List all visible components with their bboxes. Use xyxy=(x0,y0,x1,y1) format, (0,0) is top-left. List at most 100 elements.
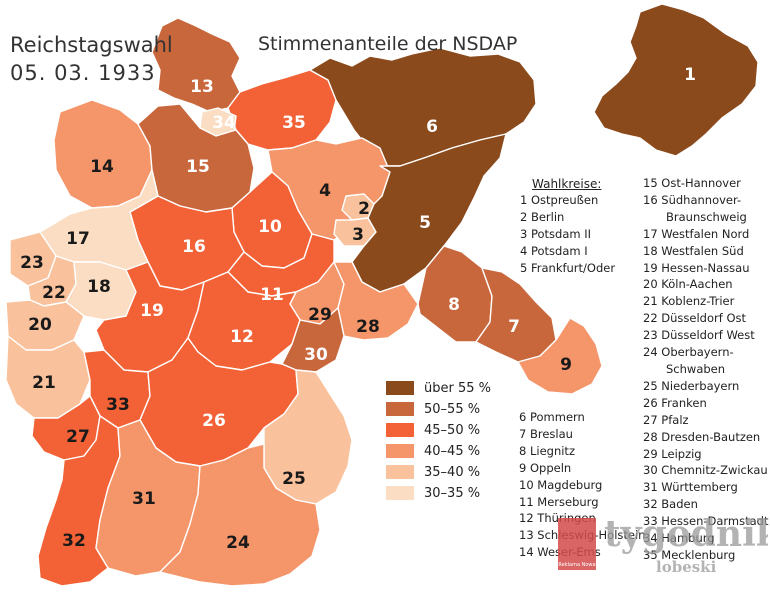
region-label-16: 16 xyxy=(182,237,206,257)
map-title: Reichstagswahl xyxy=(10,33,173,57)
region-label-10: 10 xyxy=(258,217,282,237)
wahlkreis-item: 16 Südhannover- xyxy=(643,192,742,207)
region-label-27: 27 xyxy=(66,427,90,447)
legend-swatch xyxy=(386,465,414,479)
legend-label: 50–55 % xyxy=(424,401,481,417)
region-label-20: 20 xyxy=(28,315,52,335)
wahlkreis-item: 5 Frankfurt/Oder xyxy=(520,260,616,275)
wahlkreis-item: 23 Düsseldorf West xyxy=(643,328,755,343)
wahlkreis-item: 1 Ostpreußen xyxy=(520,193,599,207)
legend-label: 40–45 % xyxy=(424,443,481,459)
legend-item: 45–50 % xyxy=(386,422,480,438)
wahlkreis-item: 28 Dresden-Bautzen xyxy=(643,429,761,444)
wahlkreis-item: 22 Düsseldorf Ost xyxy=(643,311,747,326)
region-label-4: 4 xyxy=(319,181,331,201)
watermark-brand: tygodnik xyxy=(604,513,768,555)
wahlkreis-item: 30 Chemnitz-Zwickau xyxy=(643,463,768,478)
wahlkreis-item: 11 Merseburg xyxy=(519,494,599,509)
region-label-32: 32 xyxy=(62,531,86,551)
region-label-7: 7 xyxy=(508,317,520,337)
wahlkreis-item: 29 Leipzig xyxy=(643,446,702,461)
wahlkreis-item: Braunschweig xyxy=(666,209,747,224)
legend-swatch xyxy=(386,423,414,437)
region-label-3: 3 xyxy=(352,225,364,245)
wahlkreis-item: 33 Hessen-Darmstadt xyxy=(643,514,769,529)
region-label-19: 19 xyxy=(140,301,164,321)
region-label-5: 5 xyxy=(419,213,431,233)
wahlkreis-item: 9 Oppeln xyxy=(519,460,572,475)
region-label-13: 13 xyxy=(190,77,214,97)
legend-swatch xyxy=(386,444,414,458)
wahlkreis-item: 4 Potsdam I xyxy=(520,243,588,258)
wahlkreis-item: 19 Hessen-Nassau xyxy=(643,260,750,275)
region-label-22: 22 xyxy=(42,283,66,303)
map-date: 05. 03. 1933 xyxy=(10,61,156,85)
region-label-33: 33 xyxy=(106,395,130,415)
region-label-6: 6 xyxy=(426,117,438,137)
wahlkreis-item: 6 Pommern xyxy=(519,410,585,424)
legend-label: 35–40 % xyxy=(424,464,481,480)
region-label-35: 35 xyxy=(282,113,306,133)
wahlkreise-heading: Wahlkreise: xyxy=(532,177,602,191)
region-label-29: 29 xyxy=(308,305,332,325)
region-label-11: 11 xyxy=(260,285,284,305)
watermark-badge: Reklama Nowa xyxy=(558,562,595,568)
legend-item: 35–40 % xyxy=(386,464,480,480)
wahlkreis-item: 18 Westfalen Süd xyxy=(643,243,744,258)
wahlkreis-item: 8 Liegnitz xyxy=(519,443,575,458)
region-label-21: 21 xyxy=(32,373,56,393)
region-label-18: 18 xyxy=(87,277,111,297)
map-subtitle: Stimmenanteile der NSDAP xyxy=(258,33,518,55)
wahlkreis-item: 31 Württemberg xyxy=(643,480,738,495)
region-label-15: 15 xyxy=(186,157,210,177)
region-label-2: 2 xyxy=(358,199,370,219)
wahlkreis-item: 26 Franken xyxy=(643,395,707,410)
wahlkreis-item: 25 Niederbayern xyxy=(643,378,740,393)
watermark-sub: lobeski xyxy=(656,558,717,576)
legend-item: 30–35 % xyxy=(386,485,480,501)
legend-swatch xyxy=(386,381,414,395)
wahlkreis-item: 3 Potsdam II xyxy=(520,226,592,241)
wahlkreis-item: 20 Köln-Aachen xyxy=(643,277,733,292)
wahlkreis-item: 24 Oberbayern- xyxy=(643,345,734,360)
region-label-34: 34 xyxy=(212,113,236,133)
region-9 xyxy=(517,317,603,395)
region-label-24: 24 xyxy=(226,533,250,553)
region-35 xyxy=(227,69,337,151)
wahlkreis-item: 10 Magdeburg xyxy=(519,477,603,492)
region-label-8: 8 xyxy=(448,295,460,315)
wahlkreis-item: 2 Berlin xyxy=(520,209,565,224)
region-label-28: 28 xyxy=(356,317,380,337)
legend-item: 50–55 % xyxy=(386,401,480,417)
legend-swatch xyxy=(386,486,414,500)
watermark-logo: Reklama Nowa tygodnik lobeski xyxy=(556,508,770,578)
wahlkreis-item: 15 Ost-Hannover xyxy=(643,176,741,190)
wahlkreise-column: 1 Ostpreußen 2 Berlin 3 Potsdam II 4 Potsda… xyxy=(520,192,615,277)
legend-label: 30–35 % xyxy=(424,485,481,501)
wahlkreis-item: 34 Hamburg xyxy=(643,531,715,546)
region-label-31: 31 xyxy=(132,489,156,509)
wahlkreis-item: 7 Breslau xyxy=(519,426,573,441)
region-label-17: 17 xyxy=(66,229,90,249)
wahlkreis-item: 35 Mecklenburg xyxy=(643,547,736,562)
region-label-25: 25 xyxy=(282,469,306,489)
wahlkreise-column: 15 Ost-Hannover 16 Südhannover- Braunschwe… xyxy=(643,175,769,564)
region-label-12: 12 xyxy=(230,327,254,347)
region-label-30: 30 xyxy=(304,345,328,365)
region-label-9: 9 xyxy=(560,355,572,375)
region-label-14: 14 xyxy=(90,157,114,177)
wahlkreis-item: 32 Baden xyxy=(643,497,698,512)
region-24 xyxy=(159,443,321,587)
legend-label: 45–50 % xyxy=(424,422,481,438)
wahlkreis-item: 21 Koblenz-Trier xyxy=(643,294,735,309)
legend-item: über 55 % xyxy=(386,380,491,396)
region-label-26: 26 xyxy=(202,411,226,431)
region-1 xyxy=(593,3,759,157)
legend-swatch xyxy=(386,402,414,416)
region-label-1: 1 xyxy=(684,65,696,85)
wahlkreis-item: 17 Westfalen Nord xyxy=(643,226,750,241)
region-21 xyxy=(5,335,91,419)
wahlkreis-item: 27 Pfalz xyxy=(643,412,689,427)
region-label-23: 23 xyxy=(20,253,44,273)
